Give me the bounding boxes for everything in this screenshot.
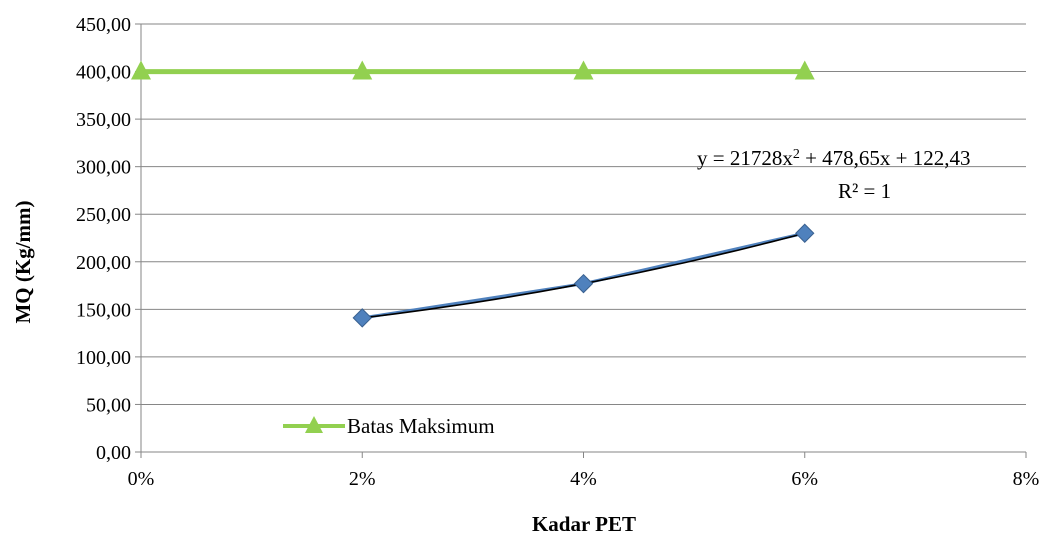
y-tick-labels: 0,00 50,00 100,00 150,00 200,00 250,00 300,00 3… (76, 14, 131, 464)
x-tick-label: 2% (349, 468, 376, 490)
y-tick-label: 350,00 (76, 109, 131, 131)
x-tick-label: 4% (570, 468, 597, 490)
marker-triangle (352, 60, 373, 80)
y-axis-title: MQ (Kg/mm) (11, 200, 35, 323)
y-tick-label: 400,00 (76, 62, 131, 84)
axes (135, 23, 1027, 458)
legend: Batas Maksimum (283, 414, 495, 438)
marker-diamond (573, 273, 594, 294)
y-tick-label: 200,00 (76, 252, 131, 274)
x-tick-label: 8% (1013, 468, 1040, 490)
marker-triangle (131, 60, 151, 80)
x-tick-labels: 0% 2% 4% 6% 8% (128, 468, 1040, 490)
marker-diamond (352, 308, 372, 328)
trendline-r-squared: R² = 1 (838, 179, 891, 203)
x-tick-label: 6% (791, 468, 818, 490)
equation-part-2: + 478,65x + 122,43 (800, 146, 971, 170)
marker-diamond (795, 223, 815, 243)
y-tick-label: 300,00 (76, 157, 131, 179)
x-axis-title: Kadar PET (532, 512, 636, 536)
equation-exponent: 2 (793, 147, 800, 162)
marker-triangle (794, 60, 815, 80)
y-tick-label: 0,00 (96, 442, 131, 464)
y-tick-label: 450,00 (76, 14, 131, 36)
y-tick-label: 250,00 (76, 204, 131, 226)
y-tick-label: 50,00 (86, 394, 131, 416)
y-tick-label: 150,00 (76, 299, 131, 321)
legend-marker-triangle (305, 416, 323, 433)
y-tick-label: 100,00 (76, 347, 131, 369)
series-layer (131, 60, 815, 328)
marker-triangle (573, 60, 594, 80)
equation-part-1: y = 21728x (697, 146, 793, 170)
x-tick-label: 0% (128, 468, 155, 490)
gridlines (141, 23, 1026, 405)
trendline-equation: y = 21728x2 + 478,65x + 122,43 (697, 146, 971, 170)
legend-label-batas-maksimum: Batas Maksimum (347, 414, 495, 438)
